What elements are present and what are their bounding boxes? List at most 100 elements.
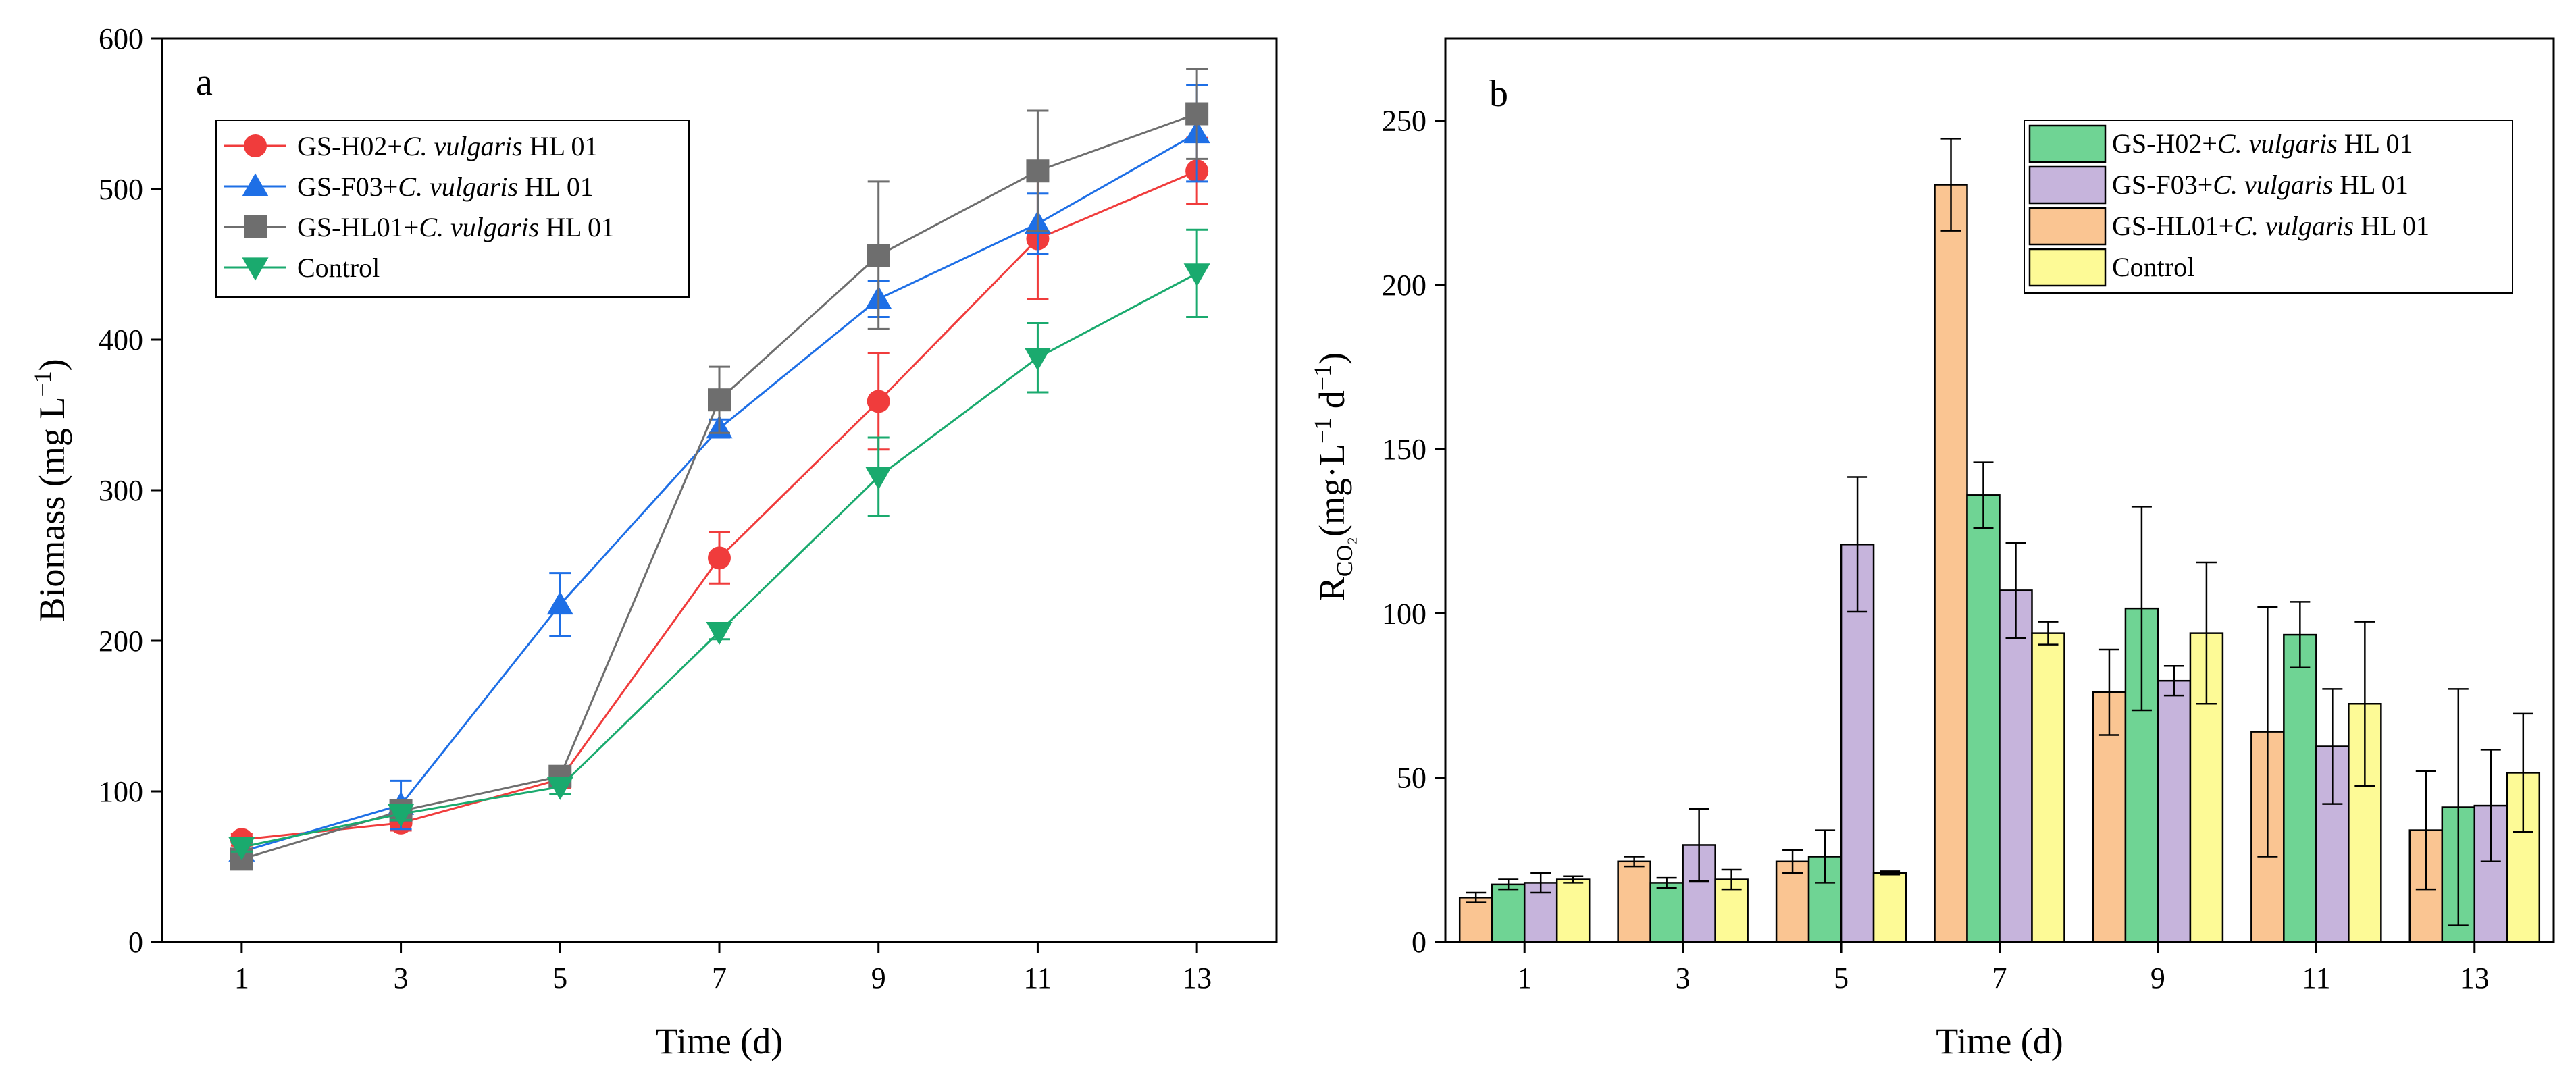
bar xyxy=(1617,860,1651,943)
y-axis-title-sup: −1 xyxy=(1309,365,1336,390)
data-point xyxy=(1024,348,1051,371)
y-axis-title-sup: −1 xyxy=(1309,418,1336,444)
legend-swatch xyxy=(2028,248,2107,287)
y-axis-title-close: ) xyxy=(32,359,72,371)
x-tick-label: 1 xyxy=(234,962,249,995)
legend-box xyxy=(215,120,690,298)
data-point xyxy=(867,390,890,413)
legend-strain: GS-HL01+ xyxy=(2112,211,2234,241)
bar xyxy=(1872,872,1907,943)
legend-label: GS-HL01+C. vulgaris HL 01 xyxy=(2112,211,2429,241)
data-point xyxy=(1183,263,1210,287)
x-tick-label: 9 xyxy=(871,962,886,995)
y-tick-label: 50 xyxy=(1397,762,1426,795)
legend-swatch xyxy=(2028,165,2107,205)
legend-suffix: HL 01 xyxy=(539,212,615,242)
panel-label: a xyxy=(196,61,213,103)
legend-species: C. vulgaris xyxy=(2217,128,2338,159)
legend-label: GS-F03+C. vulgaris HL 01 xyxy=(2112,169,2408,200)
legend-suffix: HL 01 xyxy=(2333,169,2408,200)
legend-species: C. vulgaris xyxy=(2213,169,2333,200)
x-tick-label: 3 xyxy=(1676,962,1691,995)
y-axis-title-sup: −1 xyxy=(29,371,56,396)
legend-marker xyxy=(242,173,269,196)
legend-species: C. vulgaris xyxy=(403,131,523,161)
x-axis-title: Time (d) xyxy=(1936,1021,2063,1061)
bar xyxy=(1775,860,1810,943)
data-point xyxy=(546,777,573,800)
legend-label: GS-H02+C. vulgaris HL 01 xyxy=(297,131,598,161)
bar xyxy=(1999,589,2033,943)
x-tick-label: 9 xyxy=(2150,962,2165,995)
legend-swatch xyxy=(2028,124,2107,163)
y-tick-label: 400 xyxy=(99,323,143,357)
y-tick-label: 200 xyxy=(99,625,143,658)
legend-label: GS-F03+C. vulgaris HL 01 xyxy=(297,172,594,202)
data-point xyxy=(708,388,731,412)
y-axis-title-main: R xyxy=(1312,577,1352,601)
legend-marker xyxy=(244,215,267,238)
legend-label: Control xyxy=(297,253,380,283)
data-point xyxy=(388,804,415,827)
legend-suffix: HL 01 xyxy=(2338,128,2413,159)
legend-swatch xyxy=(2028,207,2107,246)
legend-strain: GS-F03+ xyxy=(297,172,398,202)
data-point xyxy=(1026,159,1050,183)
legend-strain: GS-H02+ xyxy=(2112,128,2217,159)
y-tick-label: 100 xyxy=(1382,597,1426,630)
x-tick-label: 1 xyxy=(1517,962,1532,995)
y-axis-title-day: d xyxy=(1312,390,1352,418)
y-tick-label: 150 xyxy=(1382,433,1426,466)
legend-suffix: HL 01 xyxy=(523,131,598,161)
y-tick-label: 300 xyxy=(99,474,143,507)
data-point xyxy=(546,591,573,615)
y-tick-label: 600 xyxy=(99,22,143,55)
bar xyxy=(2283,633,2317,943)
data-point xyxy=(708,546,731,570)
bar xyxy=(1714,878,1749,943)
y-tick-label: 0 xyxy=(1412,926,1426,959)
bar xyxy=(1649,882,1684,943)
y-axis-title-sub: CO₂ xyxy=(1333,537,1358,577)
series-line-3 xyxy=(228,228,1210,861)
y-axis-title: Biomass (mg L−1) xyxy=(29,359,72,621)
legend-label: GS-H02+C. vulgaris HL 01 xyxy=(2112,128,2413,159)
legend-species: C. vulgaris xyxy=(398,172,518,202)
y-tick-label: 0 xyxy=(128,926,143,959)
x-tick-label: 11 xyxy=(2302,962,2330,995)
legend-strain: GS-F03+ xyxy=(2112,169,2213,200)
y-tick-label: 500 xyxy=(99,173,143,206)
x-tick-label: 11 xyxy=(1023,962,1052,995)
legend-suffix: HL 01 xyxy=(518,172,594,202)
x-tick-label: 13 xyxy=(2460,962,2490,995)
legend-strain: GS-H02+ xyxy=(297,131,403,161)
y-tick-label: 200 xyxy=(1382,269,1426,302)
x-tick-label: 5 xyxy=(552,962,567,995)
y-tick-label: 250 xyxy=(1382,105,1426,138)
data-point xyxy=(228,837,255,861)
legend-marker xyxy=(244,134,267,157)
legend-strain: GS-HL01+ xyxy=(297,212,419,242)
x-tick-label: 7 xyxy=(1992,962,2007,995)
y-axis-title: RCO₂(mg·L−1 d−1) xyxy=(1309,352,1358,601)
bar xyxy=(1491,883,1526,943)
bar xyxy=(2031,632,2065,943)
x-tick-label: 13 xyxy=(1182,962,1212,995)
bar xyxy=(1966,494,2001,943)
x-axis-title: Time (d) xyxy=(656,1021,783,1061)
x-tick-label: 3 xyxy=(394,962,409,995)
bar xyxy=(1934,184,1968,943)
bar xyxy=(1458,897,1493,943)
legend-label: GS-HL01+C. vulgaris HL 01 xyxy=(297,212,615,242)
x-tick-label: 5 xyxy=(1834,962,1849,995)
y-tick-label: 100 xyxy=(99,775,143,808)
data-point xyxy=(706,621,733,646)
legend-strain: Control xyxy=(2112,252,2194,282)
legend-label: Control xyxy=(2112,252,2194,282)
legend-marker xyxy=(242,257,269,281)
legend-strain: Control xyxy=(297,253,380,283)
